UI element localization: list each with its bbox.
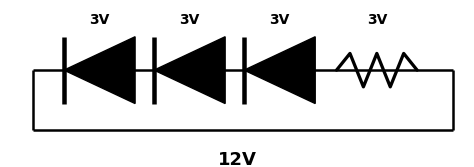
Polygon shape [244, 37, 315, 104]
Polygon shape [154, 37, 225, 104]
Text: 3V: 3V [367, 13, 387, 27]
Text: 3V: 3V [180, 13, 200, 27]
Text: 12V: 12V [218, 151, 256, 167]
Text: 3V: 3V [90, 13, 109, 27]
Text: 3V: 3V [270, 13, 290, 27]
Polygon shape [64, 37, 135, 104]
